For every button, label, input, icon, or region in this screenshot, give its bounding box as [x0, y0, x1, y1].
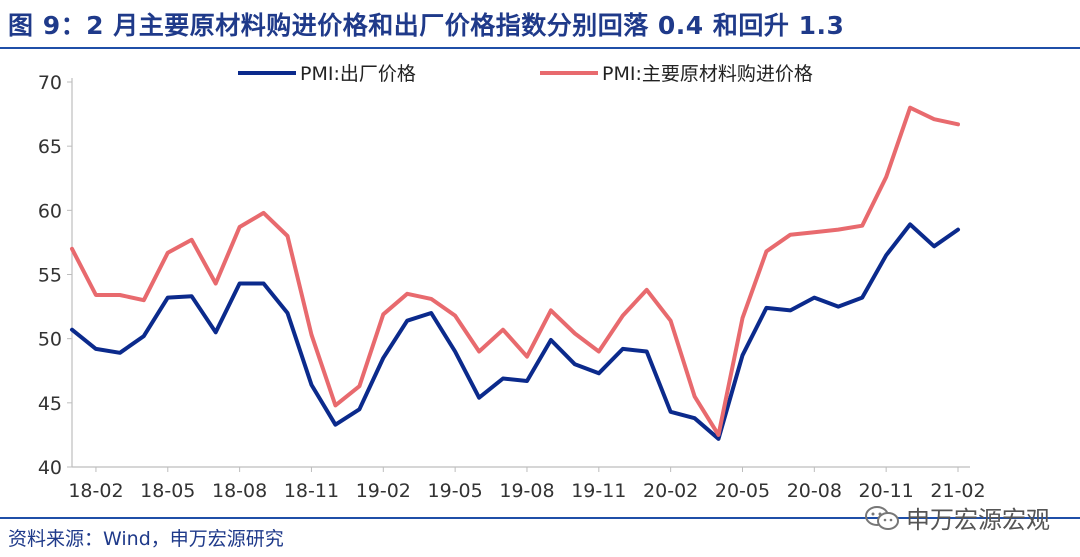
- y-tick-label: 65: [38, 136, 62, 158]
- x-tick-label: 20-05: [715, 480, 770, 502]
- line-chart: 40 45 50 55 60 65 70 18-02 18-05 18-08 18-11 19-02…: [38, 63, 986, 502]
- legend-label-1: PMI:出厂价格: [300, 63, 416, 85]
- x-tick-label: 18-05: [140, 480, 195, 502]
- watermark: 申万宏源宏观: [864, 500, 1050, 535]
- x-tick-label: 19-08: [499, 480, 554, 502]
- series-line-1: [70, 222, 960, 441]
- y-tick-label: 45: [38, 393, 62, 415]
- wechat-icon: [865, 505, 899, 530]
- x-tick-label: 20-02: [643, 480, 698, 502]
- title-divider: [0, 47, 1080, 49]
- legend: PMI:出厂价格 PMI:主要原材料购进价格: [238, 63, 813, 85]
- legend-label-2: PMI:主要原材料购进价格: [602, 63, 813, 85]
- x-tick-label: 19-02: [356, 480, 411, 502]
- figure-title: 图 9：2 月主要原材料购进价格和出厂价格指数分别回落 0.4 和回升 1.3: [8, 11, 845, 40]
- source-note: 资料来源：Wind，申万宏源研究: [8, 528, 284, 550]
- y-tick-label: 70: [38, 72, 62, 94]
- watermark-text: 申万宏源宏观: [906, 506, 1050, 534]
- x-tick-label: 18-08: [212, 480, 267, 502]
- y-tick-label: 40: [38, 457, 62, 479]
- y-tick-label: 55: [38, 265, 62, 287]
- x-tick-label: 18-11: [284, 480, 339, 502]
- source-divider: [0, 517, 1080, 519]
- x-tick-label: 19-11: [571, 480, 626, 502]
- series-line-2: [70, 105, 960, 437]
- x-tick-label: 19-05: [428, 480, 483, 502]
- y-tick-label: 50: [38, 329, 62, 351]
- x-tick-label: 20-11: [859, 480, 914, 502]
- series-group: [70, 105, 960, 441]
- x-tick-label: 21-02: [930, 480, 985, 502]
- y-tick-label: 60: [38, 200, 62, 222]
- x-axis: 18-02 18-05 18-08 18-11 19-02 19-05 19-08 19-11…: [68, 466, 986, 502]
- y-axis: 40 45 50 55 60 65 70: [38, 72, 73, 479]
- x-tick-label: 18-02: [68, 480, 123, 502]
- x-tick-label: 20-08: [787, 480, 842, 502]
